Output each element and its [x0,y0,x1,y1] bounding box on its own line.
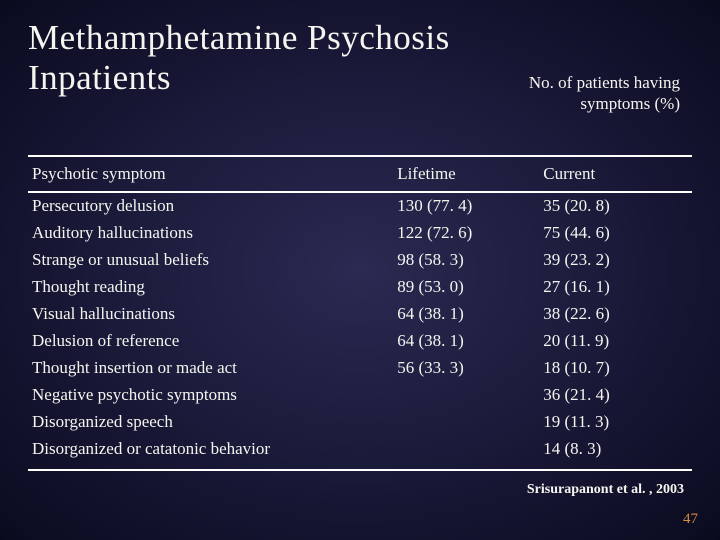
table-header-row: Psychotic symptom Lifetime Current [28,156,692,192]
citation-text: Srisurapanont et al. , 2003 [527,482,684,498]
slide-container: Methamphetamine Psychosis Inpatients No.… [0,0,720,540]
cell-current: 39 (23. 2) [539,247,692,274]
cell-symptom: Delusion of reference [28,328,393,355]
cell-lifetime: 64 (38. 1) [393,301,539,328]
table-row: Auditory hallucinations 122 (72. 6) 75 (… [28,220,692,247]
cell-current: 19 (11. 3) [539,409,692,436]
cell-lifetime: 64 (38. 1) [393,328,539,355]
page-number: 47 [683,511,698,528]
col-header-lifetime: Lifetime [393,156,539,192]
cell-current: 75 (44. 6) [539,220,692,247]
table-row: Persecutory delusion 130 (77. 4) 35 (20.… [28,192,692,220]
cell-symptom: Negative psychotic symptoms [28,382,393,409]
cell-symptom: Strange or unusual beliefs [28,247,393,274]
title-line-2: Inpatients [28,58,171,97]
symptom-table-wrap: Psychotic symptom Lifetime Current Perse… [28,155,692,472]
table-row: Disorganized speech 19 (11. 3) [28,409,692,436]
table-body: Persecutory delusion 130 (77. 4) 35 (20.… [28,192,692,471]
cell-lifetime: 98 (58. 3) [393,247,539,274]
cell-current: 18 (10. 7) [539,355,692,382]
cell-symptom: Thought insertion or made act [28,355,393,382]
table-row: Disorganized or catatonic behavior 14 (8… [28,436,692,471]
cell-current: 36 (21. 4) [539,382,692,409]
cell-current: 38 (22. 6) [539,301,692,328]
cell-symptom: Auditory hallucinations [28,220,393,247]
table-row: Strange or unusual beliefs 98 (58. 3) 39… [28,247,692,274]
cell-lifetime: 122 (72. 6) [393,220,539,247]
symptom-table: Psychotic symptom Lifetime Current Perse… [28,155,692,472]
cell-symptom: Thought reading [28,274,393,301]
cell-lifetime: 89 (53. 0) [393,274,539,301]
table-caption: No. of patients having symptoms (%) [529,72,680,115]
cell-symptom: Disorganized speech [28,409,393,436]
subtitle-line-2: symptoms (%) [580,94,680,113]
cell-symptom: Disorganized or catatonic behavior [28,436,393,471]
col-header-current: Current [539,156,692,192]
title-line-1: Methamphetamine Psychosis [28,18,450,57]
cell-lifetime: 56 (33. 3) [393,355,539,382]
cell-lifetime [393,382,539,409]
table-row: Thought insertion or made act 56 (33. 3)… [28,355,692,382]
cell-current: 35 (20. 8) [539,192,692,220]
cell-current: 20 (11. 9) [539,328,692,355]
table-row: Negative psychotic symptoms 36 (21. 4) [28,382,692,409]
cell-lifetime [393,409,539,436]
cell-current: 27 (16. 1) [539,274,692,301]
table-row: Delusion of reference 64 (38. 1) 20 (11.… [28,328,692,355]
subtitle-line-1: No. of patients having [529,73,680,92]
table-row: Visual hallucinations 64 (38. 1) 38 (22.… [28,301,692,328]
cell-lifetime [393,436,539,471]
cell-symptom: Visual hallucinations [28,301,393,328]
table-row: Thought reading 89 (53. 0) 27 (16. 1) [28,274,692,301]
cell-symptom: Persecutory delusion [28,192,393,220]
cell-current: 14 (8. 3) [539,436,692,471]
col-header-symptom: Psychotic symptom [28,156,393,192]
cell-lifetime: 130 (77. 4) [393,192,539,220]
